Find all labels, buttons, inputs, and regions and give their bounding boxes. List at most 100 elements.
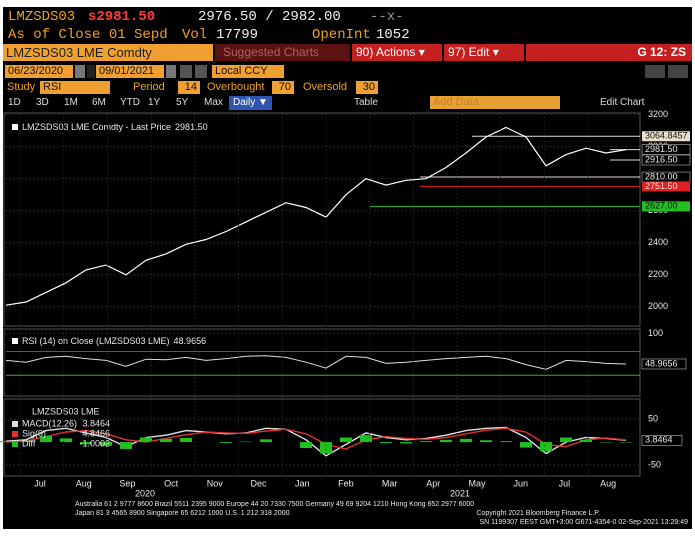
oi: 1052	[376, 27, 410, 43]
diff-bar	[500, 441, 512, 443]
diff-bar	[20, 440, 32, 443]
diff-bar	[160, 438, 172, 443]
month-label: May	[468, 478, 486, 488]
legend: LMZSDS03 LME Comdty - Last Price 2981.50	[22, 122, 208, 132]
range-button[interactable]: 1M	[64, 97, 78, 108]
cal-icon[interactable]	[166, 65, 176, 78]
diff-bar	[140, 437, 152, 443]
actions[interactable]: 90) Actions ▾	[352, 44, 442, 61]
undo[interactable]	[645, 65, 665, 78]
y-tick-label: 100	[648, 328, 663, 338]
diff-bar	[320, 442, 332, 454]
level-label-bg	[641, 144, 691, 155]
suggested-charts[interactable]: Suggested Charts	[215, 44, 350, 61]
year-label: 2020	[135, 488, 155, 498]
legend-swatch	[12, 441, 18, 447]
oversold[interactable]: 30	[356, 81, 378, 94]
oi-label: OpenInt	[312, 27, 371, 43]
legend-title: LMZSDS03 LME Comdty - Last Price	[22, 122, 171, 132]
diff-bar	[580, 439, 592, 443]
macd-line	[5, 426, 627, 457]
footer-text: Japan 81 3 4565 8900 Singapore 65 6212 1…	[75, 510, 290, 517]
level-label: 2916.50	[645, 154, 678, 164]
price-line	[5, 126, 627, 306]
next[interactable]	[195, 65, 207, 78]
diff-bar	[300, 442, 312, 449]
panel-frame	[3, 398, 641, 477]
range-button[interactable]: 1Y	[148, 97, 161, 108]
month-label: Jun	[513, 478, 528, 488]
legend-value: -1.0002	[79, 438, 110, 448]
study[interactable]: RSI	[40, 81, 110, 94]
range-button[interactable]: Max	[204, 97, 223, 108]
diff-bar	[220, 442, 232, 443]
as-of: As of Close 01 Sepd	[8, 27, 168, 43]
overbought-label: Overbought	[207, 81, 265, 93]
legend-swatch	[12, 421, 18, 427]
level-label: 2981.50	[645, 144, 678, 154]
range-button[interactable]: 6M	[92, 97, 106, 108]
overbought[interactable]: 70	[272, 81, 294, 94]
cal-icon[interactable]	[75, 65, 85, 78]
vol: 17799	[216, 27, 259, 43]
level-label-bg	[641, 154, 691, 166]
frequency[interactable]: Daily ▼	[229, 96, 272, 110]
range-button[interactable]: YTD	[120, 97, 140, 108]
range-button[interactable]: 3D	[36, 97, 49, 108]
year-label: 2021	[450, 488, 470, 498]
y-tick-label: 50	[648, 414, 658, 424]
diff-bar	[560, 437, 572, 443]
legend-value: 4.8466	[82, 428, 110, 438]
ticker: LMZSDS03	[8, 9, 76, 25]
edit[interactable]: 97) Edit ▾	[444, 44, 524, 61]
legend: RSI (14) on Close (LMZSDS03 LME) 48.9656	[22, 336, 206, 346]
range-button[interactable]: 1D	[8, 97, 21, 108]
level-label: 2810.00	[645, 171, 678, 181]
y-tick-label: -50	[648, 459, 661, 469]
oversold-label: Oversold	[303, 81, 348, 93]
diff-bar	[80, 442, 92, 445]
legend-value: 48.9656	[174, 336, 207, 346]
period[interactable]: 14	[178, 81, 200, 94]
diff-bar	[480, 440, 492, 443]
refresh[interactable]	[668, 65, 688, 78]
change: --x-	[370, 9, 404, 25]
diff-bar	[460, 438, 472, 443]
month-label: Jan	[295, 478, 310, 488]
footer-text: SN 1199307 EEST GMT+3:00 G671-4354-0 02-…	[479, 519, 688, 526]
dash	[87, 65, 95, 78]
level-label: 3064.8457	[645, 131, 688, 141]
diff-bar	[0, 441, 12, 443]
legend-title: RSI (14) on Close (LMZSDS03 LME)	[22, 336, 170, 346]
diff-bar	[40, 436, 52, 443]
currency[interactable]: Local CCY	[212, 65, 284, 78]
last-price: s2981.50	[88, 9, 156, 25]
table[interactable]: Table	[354, 97, 378, 108]
diff-bar	[420, 441, 432, 443]
month-label: Aug	[600, 478, 616, 488]
edit-chart[interactable]: Edit Chart	[600, 97, 645, 108]
end-date[interactable]: 09/01/2021	[96, 65, 164, 78]
legend-swatch	[12, 124, 18, 130]
level-label: 2751.50	[645, 181, 678, 191]
start-date[interactable]: 06/23/2020	[5, 65, 73, 78]
month-label: Aug	[76, 478, 92, 488]
range-button[interactable]: 5Y	[176, 97, 189, 108]
diff-bar	[400, 442, 412, 444]
prev[interactable]	[180, 65, 192, 78]
legend-name: Diff	[22, 438, 36, 448]
diff-bar	[180, 437, 192, 443]
y-tick-label: 2200	[648, 269, 668, 279]
macd-line	[5, 427, 627, 450]
security[interactable]: LMZSDS03 LME Comdty	[3, 44, 213, 61]
panel-frame	[3, 328, 641, 397]
page-code: G 12: ZS	[526, 44, 692, 61]
footer-text: Copyright 2021 Bloomberg Finance L.P.	[476, 510, 600, 517]
month-label: Feb	[338, 478, 354, 488]
legend-name: Sig(9)	[22, 428, 46, 438]
last-label: 3.8464	[645, 435, 673, 445]
diff-bar	[360, 435, 372, 443]
add-data[interactable]: Add Data	[430, 96, 560, 109]
month-label: Dec	[250, 478, 267, 488]
